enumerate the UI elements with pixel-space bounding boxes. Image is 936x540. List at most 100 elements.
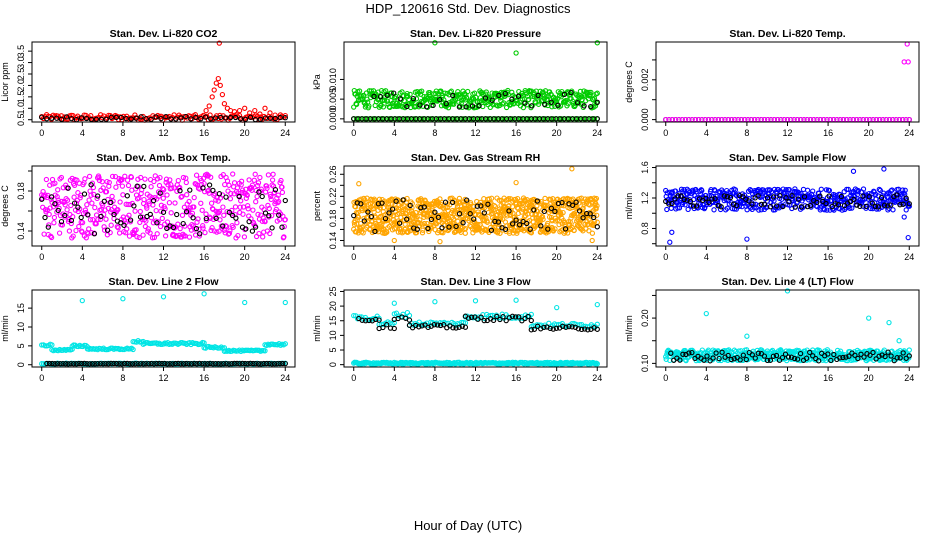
- data-point: [406, 317, 413, 323]
- data-point: [256, 189, 262, 195]
- y-tick-label: 10: [328, 330, 338, 340]
- data-point: [693, 203, 700, 209]
- y-tick-label: 0.14: [16, 222, 26, 240]
- data-point: [509, 204, 516, 210]
- data-point: [531, 207, 537, 213]
- x-tick-label: 24: [904, 128, 914, 138]
- data-point: [227, 196, 234, 202]
- x-tick-label: 4: [392, 373, 397, 383]
- data-point: [260, 234, 266, 240]
- data-point: [148, 184, 154, 190]
- data-point: [220, 172, 226, 178]
- data-point: [460, 220, 466, 226]
- data-point: [835, 202, 842, 208]
- data-point: [217, 82, 223, 89]
- panel-title: Stan. Dev. Line 3 Flow: [420, 276, 531, 288]
- data-point: [589, 230, 596, 236]
- data-point: [804, 203, 811, 210]
- data-point: [488, 195, 495, 201]
- data-point: [144, 205, 150, 211]
- data-point: [49, 342, 55, 348]
- data-point: [151, 361, 157, 367]
- data-point: [459, 323, 465, 329]
- data-point: [172, 360, 179, 367]
- x-tick-label: 8: [432, 373, 437, 383]
- data-point: [242, 116, 249, 122]
- data-point: [164, 361, 171, 367]
- data-point: [678, 193, 684, 199]
- data-point: [441, 322, 447, 328]
- y-tick-label: 20: [328, 301, 338, 311]
- data-point: [213, 115, 219, 121]
- data-point: [51, 214, 58, 221]
- data-point: [251, 177, 257, 183]
- data-point: [210, 187, 216, 194]
- data-point: [222, 115, 229, 121]
- data-point: [428, 216, 435, 223]
- data-point: [48, 194, 55, 200]
- data-point: [254, 182, 261, 189]
- data-point: [435, 116, 442, 122]
- data-point: [39, 361, 45, 367]
- data-point: [161, 187, 167, 193]
- data-point: [587, 202, 593, 208]
- data-point: [220, 204, 226, 210]
- y-tick-label: 15: [328, 316, 338, 326]
- y-tick-label: 0.14: [328, 232, 338, 250]
- x-tick-label: 24: [904, 252, 914, 262]
- data-point: [84, 360, 90, 367]
- data-point: [175, 177, 181, 184]
- data-point: [355, 214, 362, 220]
- x-tick-label: 4: [704, 373, 709, 383]
- data-point: [91, 231, 98, 237]
- data-point: [689, 349, 695, 356]
- data-point: [417, 217, 423, 223]
- data-point: [577, 88, 584, 95]
- data-point: [66, 228, 73, 234]
- data-point: [219, 192, 226, 198]
- data-point: [897, 202, 903, 208]
- data-point: [701, 357, 707, 363]
- data-point: [494, 313, 500, 320]
- data-point: [223, 360, 229, 367]
- data-point: [124, 226, 130, 232]
- data-point: [414, 213, 420, 220]
- data-point: [706, 199, 712, 205]
- data-point: [173, 116, 179, 122]
- data-point: [177, 184, 183, 191]
- data-point: [431, 322, 437, 328]
- x-tick-label: 20: [552, 252, 562, 262]
- data-point: [499, 101, 506, 107]
- data-point: [166, 200, 173, 206]
- data-point: [208, 200, 215, 206]
- data-point: [534, 116, 540, 122]
- x-tick-label: 20: [240, 373, 250, 383]
- data-point: [548, 99, 554, 105]
- plot-frame: [343, 41, 608, 123]
- data-point: [515, 205, 521, 212]
- data-point: [175, 221, 181, 227]
- data-point: [200, 223, 206, 229]
- data-point: [842, 196, 848, 202]
- data-point: [170, 224, 177, 231]
- data-point: [206, 190, 212, 196]
- data-point: [234, 360, 240, 367]
- data-point: [151, 234, 158, 241]
- data-point: [438, 88, 444, 94]
- data-point: [841, 202, 848, 209]
- data-point: [121, 360, 128, 367]
- data-point: [156, 182, 163, 189]
- data-point: [785, 354, 792, 360]
- data-point: [699, 187, 705, 194]
- data-point: [106, 179, 112, 186]
- data-point: [252, 224, 259, 230]
- data-point: [725, 352, 731, 359]
- data-point: [191, 360, 197, 367]
- data-point: [888, 202, 894, 208]
- data-point: [167, 177, 173, 183]
- data-point: [87, 217, 94, 223]
- x-tick-label: 12: [158, 252, 168, 262]
- x-tick-label: 8: [432, 128, 437, 138]
- data-point: [524, 220, 530, 227]
- data-point: [783, 187, 789, 193]
